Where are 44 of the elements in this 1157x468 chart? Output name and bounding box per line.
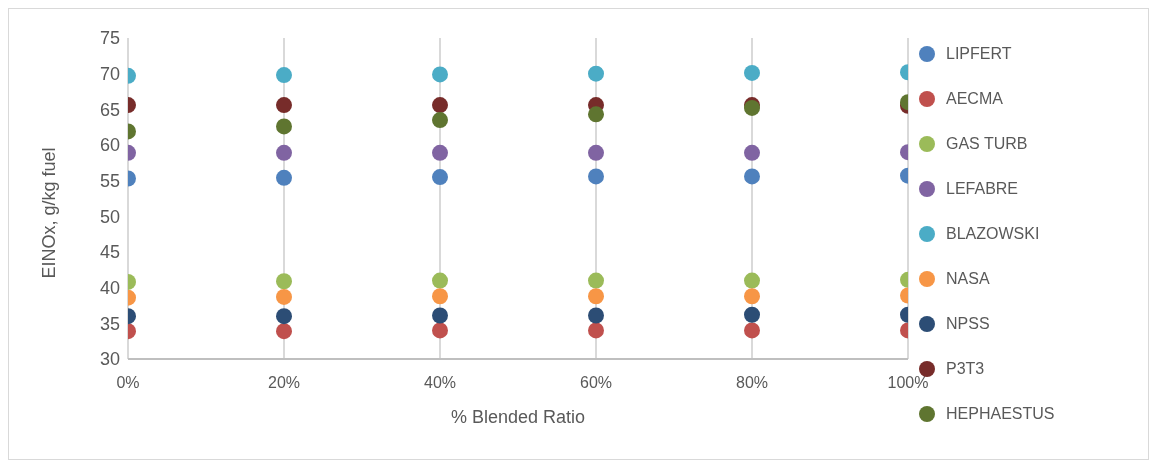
x-tick-label: 0% xyxy=(116,374,140,392)
legend-label: NASA xyxy=(946,270,990,288)
legend-label: LEFABRE xyxy=(946,180,1019,198)
point xyxy=(432,66,448,83)
y-axis-title: EINOx, g/kg fuel xyxy=(39,147,60,279)
point xyxy=(432,307,448,324)
point xyxy=(432,322,448,339)
point xyxy=(432,169,448,186)
legend-label: BLAZOWSKI xyxy=(946,225,1040,243)
point xyxy=(588,288,604,305)
point xyxy=(432,112,448,129)
y-tick-label: 35 xyxy=(99,313,120,334)
x-tick-label: 60% xyxy=(579,374,613,392)
y-tick-label: 70 xyxy=(99,64,120,85)
x-tick-label: 80% xyxy=(735,374,769,392)
point xyxy=(588,322,604,339)
legend-label: NPSS xyxy=(946,315,990,333)
legend-label: GAS TURB xyxy=(946,135,1028,153)
y-tick-label: 45 xyxy=(99,242,120,263)
y-tick-label: 50 xyxy=(99,206,120,227)
point xyxy=(588,144,604,161)
point xyxy=(432,288,448,305)
x-tick-label: 100% xyxy=(887,374,929,392)
legend-label: LIPFERT xyxy=(946,45,1012,63)
y-tick-label: 40 xyxy=(99,278,120,299)
legend-label: HEPHAESTUS xyxy=(946,405,1055,423)
point xyxy=(588,307,604,324)
legend-label: AECMA xyxy=(946,90,1003,108)
y-tick-label: 55 xyxy=(99,171,120,192)
y-tick-label: 60 xyxy=(99,135,120,156)
x-tick-label: 40% xyxy=(423,374,457,392)
point xyxy=(432,272,448,289)
point xyxy=(588,272,604,289)
point xyxy=(432,97,448,114)
y-tick-label: 75 xyxy=(99,28,120,49)
x-tick-label: 20% xyxy=(267,374,301,392)
legend-label: P3T3 xyxy=(946,360,985,378)
point xyxy=(588,65,604,82)
x-axis-title: % Blended Ratio xyxy=(450,407,586,427)
point xyxy=(588,168,604,185)
point xyxy=(588,106,604,123)
y-tick-label: 30 xyxy=(99,349,120,370)
y-tick-label: 65 xyxy=(99,99,120,120)
point xyxy=(432,144,448,161)
